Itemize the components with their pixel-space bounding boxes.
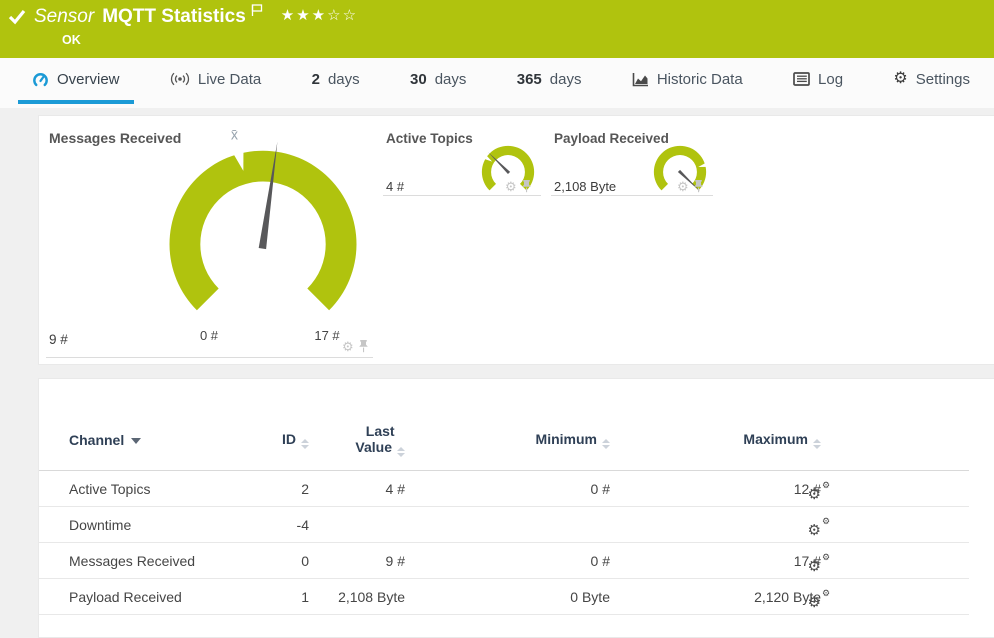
sort-icon — [301, 438, 309, 449]
gauge-needle — [258, 141, 278, 250]
channel-maximum: 12 # — [793, 480, 821, 497]
active-topics-gauge — [481, 145, 535, 191]
channel-name[interactable]: Messages Received — [69, 552, 196, 569]
panel-divider — [551, 195, 713, 196]
tab-overview[interactable]: Overview — [18, 58, 134, 104]
tab-live-data[interactable]: Live Data — [156, 58, 275, 104]
tab-30-days[interactable]: 30 days — [410, 70, 467, 88]
panel-divider — [46, 357, 373, 358]
panel-gear-icon[interactable]: ⚙ — [505, 179, 517, 194]
channel-minimum: 0 # — [590, 480, 610, 497]
channel-last-value: 9 # — [385, 552, 405, 569]
channel-name[interactable]: Active Topics — [69, 480, 151, 497]
col-header-id[interactable]: ID — [261, 431, 309, 449]
payload-received-value: 2,108 Byte — [554, 179, 617, 194]
messages-received-gauge: x̄ — [169, 128, 357, 311]
channel-id: 2 — [301, 480, 309, 497]
channel-id: -4 — [296, 516, 309, 533]
live-data-icon — [170, 72, 190, 86]
channel-maximum: 17 # — [793, 552, 821, 569]
status-ok-check-icon — [8, 9, 26, 25]
average-notch — [482, 154, 493, 162]
channel-minimum: 0 Byte — [570, 588, 610, 605]
average-marker: x̄ — [231, 128, 238, 144]
average-notch — [230, 145, 244, 171]
gauge-needle — [488, 152, 511, 175]
tab-settings[interactable]: ⚙ Settings — [893, 70, 970, 88]
main-gauge-title: Messages Received — [49, 130, 182, 146]
pin-icon[interactable] — [693, 180, 704, 193]
historic-data-icon — [632, 72, 648, 86]
gauges-card: Messages Received x̄ 0 # 17 # 9 # ⚙ Acti… — [38, 115, 994, 365]
gauge-min-label: 0 # — [199, 328, 219, 343]
panel-gear-icon[interactable]: ⚙ — [342, 339, 354, 354]
main-gauge-value: 9 # — [49, 332, 68, 347]
log-icon — [793, 72, 810, 86]
gauge-icon — [33, 72, 48, 86]
tab-bar: Overview Live Data 2 days 30 days 365 da… — [0, 58, 994, 108]
table-row[interactable]: Downtime -4 ⚙ ⚙ — [39, 507, 969, 543]
page-title: MQTT Statistics — [102, 6, 246, 27]
flag-icon[interactable] — [251, 3, 263, 17]
status-badge: OK — [62, 33, 81, 47]
pin-icon[interactable] — [358, 340, 369, 353]
table-row[interactable]: Payload Received 1 2,108 Byte 0 Byte 2,1… — [39, 579, 969, 615]
channel-id: 0 — [301, 552, 309, 569]
sort-icon — [813, 438, 821, 449]
channels-table-card: Channel ID Last Value Minimum Maximum Ac… — [38, 378, 994, 638]
col-header-last-value[interactable]: Last Value — [309, 423, 405, 457]
object-kind-label: Sensor — [34, 6, 95, 27]
tab-historic-data[interactable]: Historic Data — [618, 58, 757, 104]
col-header-minimum[interactable]: Minimum — [405, 431, 610, 449]
channel-maximum: 2,120 Byte — [754, 588, 821, 605]
channel-minimum: 0 # — [590, 552, 610, 569]
payload-received-title: Payload Received — [554, 131, 669, 146]
sort-desc-icon — [131, 437, 142, 444]
pin-icon[interactable] — [521, 180, 532, 193]
col-header-maximum[interactable]: Maximum — [610, 431, 821, 449]
panel-gear-icon[interactable]: ⚙ — [677, 179, 689, 194]
active-topics-title: Active Topics — [386, 131, 473, 146]
sort-icon — [397, 446, 405, 457]
gear-icon: ⚙ — [893, 70, 908, 87]
channel-last-value: 4 # — [385, 480, 405, 497]
sort-icon — [602, 438, 610, 449]
active-topics-value: 4 # — [386, 179, 405, 194]
channel-name[interactable]: Downtime — [69, 516, 132, 533]
table-row[interactable]: Messages Received 0 9 # 0 # 17 # ⚙ ⚙ — [39, 543, 969, 579]
channel-id: 1 — [301, 588, 309, 605]
tab-2-days[interactable]: 2 days — [311, 70, 360, 88]
tab-365-days[interactable]: 365 days — [516, 70, 582, 88]
col-header-channel[interactable]: Channel — [69, 432, 261, 448]
channel-last-value: 2,108 Byte — [338, 588, 405, 605]
channel-name[interactable]: Payload Received — [69, 588, 182, 605]
table-row[interactable]: Active Topics 2 4 # 0 # 12 # ⚙ ⚙ — [39, 471, 969, 507]
tab-log[interactable]: Log — [779, 58, 857, 104]
priority-stars[interactable]: ★★★☆☆ — [280, 7, 359, 24]
sensor-header: Sensor MQTT Statistics ★★★☆☆ OK — [0, 0, 994, 58]
gauge-max-label: 17 # — [314, 328, 340, 343]
average-notch — [698, 162, 709, 168]
panel-divider — [383, 195, 541, 196]
table-header-row: Channel ID Last Value Minimum Maximum — [39, 409, 969, 471]
